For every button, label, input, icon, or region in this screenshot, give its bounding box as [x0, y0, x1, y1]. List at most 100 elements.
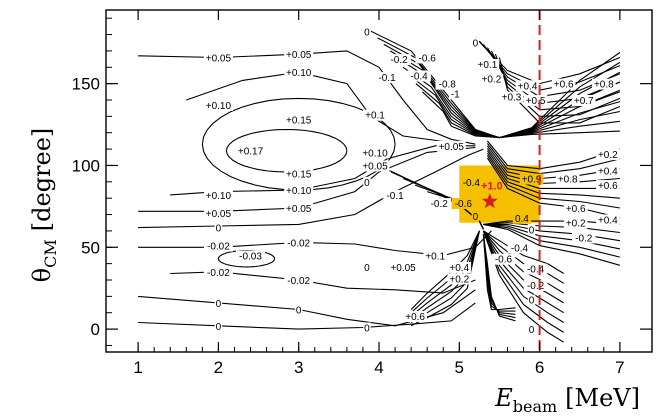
contour-line	[186, 71, 452, 144]
contour-label: +0.2	[598, 150, 618, 161]
contour-label-bg	[203, 266, 233, 278]
contour-label-bg	[551, 78, 576, 90]
y-tick-label: 50	[81, 238, 100, 257]
contour-label: +0.8	[558, 175, 578, 186]
star-marker	[481, 193, 498, 209]
y-axis-title: θCM[degree]	[28, 128, 60, 283]
contour-label: -0.4	[527, 265, 545, 276]
y-tick-label: 100	[72, 156, 100, 175]
contour-line	[483, 230, 564, 284]
contour-label-bg	[284, 168, 314, 180]
contour-label: +0.05	[206, 53, 232, 64]
contour-label-bg	[436, 140, 466, 152]
contour-label-bg	[447, 273, 472, 285]
x-tick-label: 4	[374, 358, 383, 377]
contour-label-bg	[387, 54, 411, 66]
contour-label: -0.02	[287, 238, 310, 249]
contour-line	[486, 157, 621, 219]
contour-label: +0.6	[405, 312, 425, 323]
contour-label: +0.5	[526, 96, 546, 107]
contour-label: +0.1	[425, 251, 445, 262]
contour-label: +0.4	[598, 166, 618, 177]
contour-label-bg	[375, 72, 399, 84]
contour-label-bg	[523, 279, 548, 291]
contour-label-bg	[284, 185, 314, 196]
contour-label-bg	[236, 250, 266, 262]
contour-label-bg	[451, 198, 476, 210]
contour-label-bg	[571, 232, 596, 244]
contour-label-bg	[415, 52, 439, 64]
contour-label: -0.2	[575, 233, 593, 244]
contour-label: 0	[364, 323, 370, 334]
contour-label-bg	[214, 297, 223, 309]
contour-label-bg	[403, 311, 427, 322]
contour-label-bg	[363, 261, 371, 273]
contour-label-bg	[491, 253, 516, 265]
contour-label: -0.2	[527, 281, 545, 292]
contour-label: -0.1	[386, 191, 404, 202]
contour-label-bg	[571, 95, 596, 106]
contour-label: -0.4	[411, 71, 429, 82]
contour-label: +0.1	[365, 111, 385, 122]
contour-label: +0.15	[286, 116, 312, 127]
contour-label-bg	[203, 240, 233, 252]
contour-label-bg	[363, 26, 371, 38]
contour-label-bg	[507, 242, 532, 254]
contour-label-bg	[515, 80, 540, 92]
contour-label-bg	[596, 214, 620, 226]
contour-label-bg	[512, 212, 532, 224]
contour-label-bg	[471, 211, 480, 223]
contour-label-bg	[596, 149, 620, 160]
contour-label-bg	[563, 203, 588, 214]
x-tick-label: 2	[214, 358, 223, 377]
contour-label-bg	[527, 294, 536, 306]
contour-label-bg	[388, 261, 418, 273]
contour-label-bg	[407, 70, 431, 82]
x-tick-label: 3	[294, 358, 303, 377]
contour-label-bg	[360, 147, 390, 159]
contour-label: +0.10	[286, 68, 312, 79]
contour-label-bg	[284, 203, 314, 214]
x-tick-label: 5	[455, 358, 464, 377]
contour-label-bg	[592, 78, 616, 90]
contour-label-bg	[363, 322, 371, 334]
contour-line	[486, 150, 620, 189]
contour-label-bg	[203, 52, 233, 64]
contour-line	[138, 148, 484, 229]
contour-label: +0.10	[286, 186, 312, 197]
x-axis-title: Ebeam [MeV]	[494, 384, 640, 416]
contour-label: +0.1	[478, 60, 498, 71]
y-tick-label: 150	[72, 75, 100, 94]
contour-line	[482, 230, 564, 314]
contour-label-bg	[596, 180, 620, 192]
contour-label: +0.4	[449, 263, 469, 274]
contour-label: -0.6	[495, 255, 513, 266]
contour-label: 0	[473, 212, 479, 223]
contour-label: +0.7	[574, 96, 594, 107]
y-tick-label: 0	[91, 320, 100, 339]
contour-label: 0	[364, 263, 370, 274]
contour-label-bg	[555, 173, 580, 185]
contour-label: -0.6	[419, 53, 437, 64]
contour-label-bg	[360, 160, 390, 172]
contour-line	[482, 234, 516, 311]
contour-label: +0.05	[390, 263, 416, 274]
contour-label: 0	[364, 178, 370, 189]
contour-label: +0.05	[286, 204, 312, 215]
contour-label: +0.9	[522, 175, 542, 186]
contour-label: +0.17	[238, 147, 264, 158]
contour-label: 0	[473, 39, 479, 50]
contour-line	[225, 128, 348, 173]
contour-label: +0.6	[554, 80, 574, 91]
contour-label: 0	[216, 299, 222, 310]
x-tick-label: 1	[133, 358, 142, 377]
contour-label: 0	[529, 296, 535, 307]
contour-line	[170, 145, 476, 196]
contour-label: +0.10	[206, 191, 232, 202]
contour-label-bg	[563, 217, 588, 229]
contour-label-bg	[596, 165, 620, 177]
contour-label: -0.2	[431, 199, 449, 210]
contour-label: 0	[296, 305, 302, 316]
contour-line	[201, 97, 396, 191]
contour-label: +0.10	[362, 148, 388, 159]
